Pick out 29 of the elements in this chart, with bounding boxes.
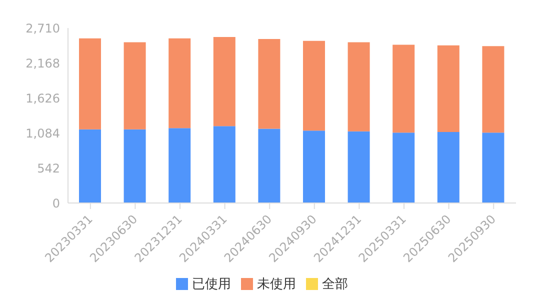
legend-label: 未使用: [257, 277, 296, 292]
bar: [348, 42, 370, 132]
bar: [213, 37, 236, 126]
bar: [258, 38, 280, 129]
bar: [437, 132, 460, 203]
bar: [79, 129, 101, 203]
bar: [124, 42, 146, 130]
bar: [303, 130, 325, 203]
bar: [168, 38, 191, 128]
bar: [213, 126, 236, 203]
bar: [348, 131, 370, 203]
bar: [482, 46, 504, 133]
bar: [258, 128, 280, 203]
y-tick-label: 1,626: [26, 91, 60, 106]
bar: [303, 40, 325, 131]
bar: [124, 129, 146, 203]
legend-label: 已使用: [192, 277, 231, 292]
bar: [482, 132, 504, 203]
bar: [437, 45, 460, 132]
bar: [392, 132, 415, 203]
y-tick-label: 1,084: [26, 126, 60, 140]
y-tick-label: 2,710: [26, 21, 60, 36]
bar: [79, 38, 101, 130]
legend-label: 全部: [322, 277, 348, 292]
bar: [392, 44, 415, 133]
bar: [168, 128, 191, 203]
y-tick-label: 542: [37, 161, 60, 176]
y-tick-label: 2,168: [26, 56, 60, 70]
y-tick-label: 0: [52, 196, 60, 210]
